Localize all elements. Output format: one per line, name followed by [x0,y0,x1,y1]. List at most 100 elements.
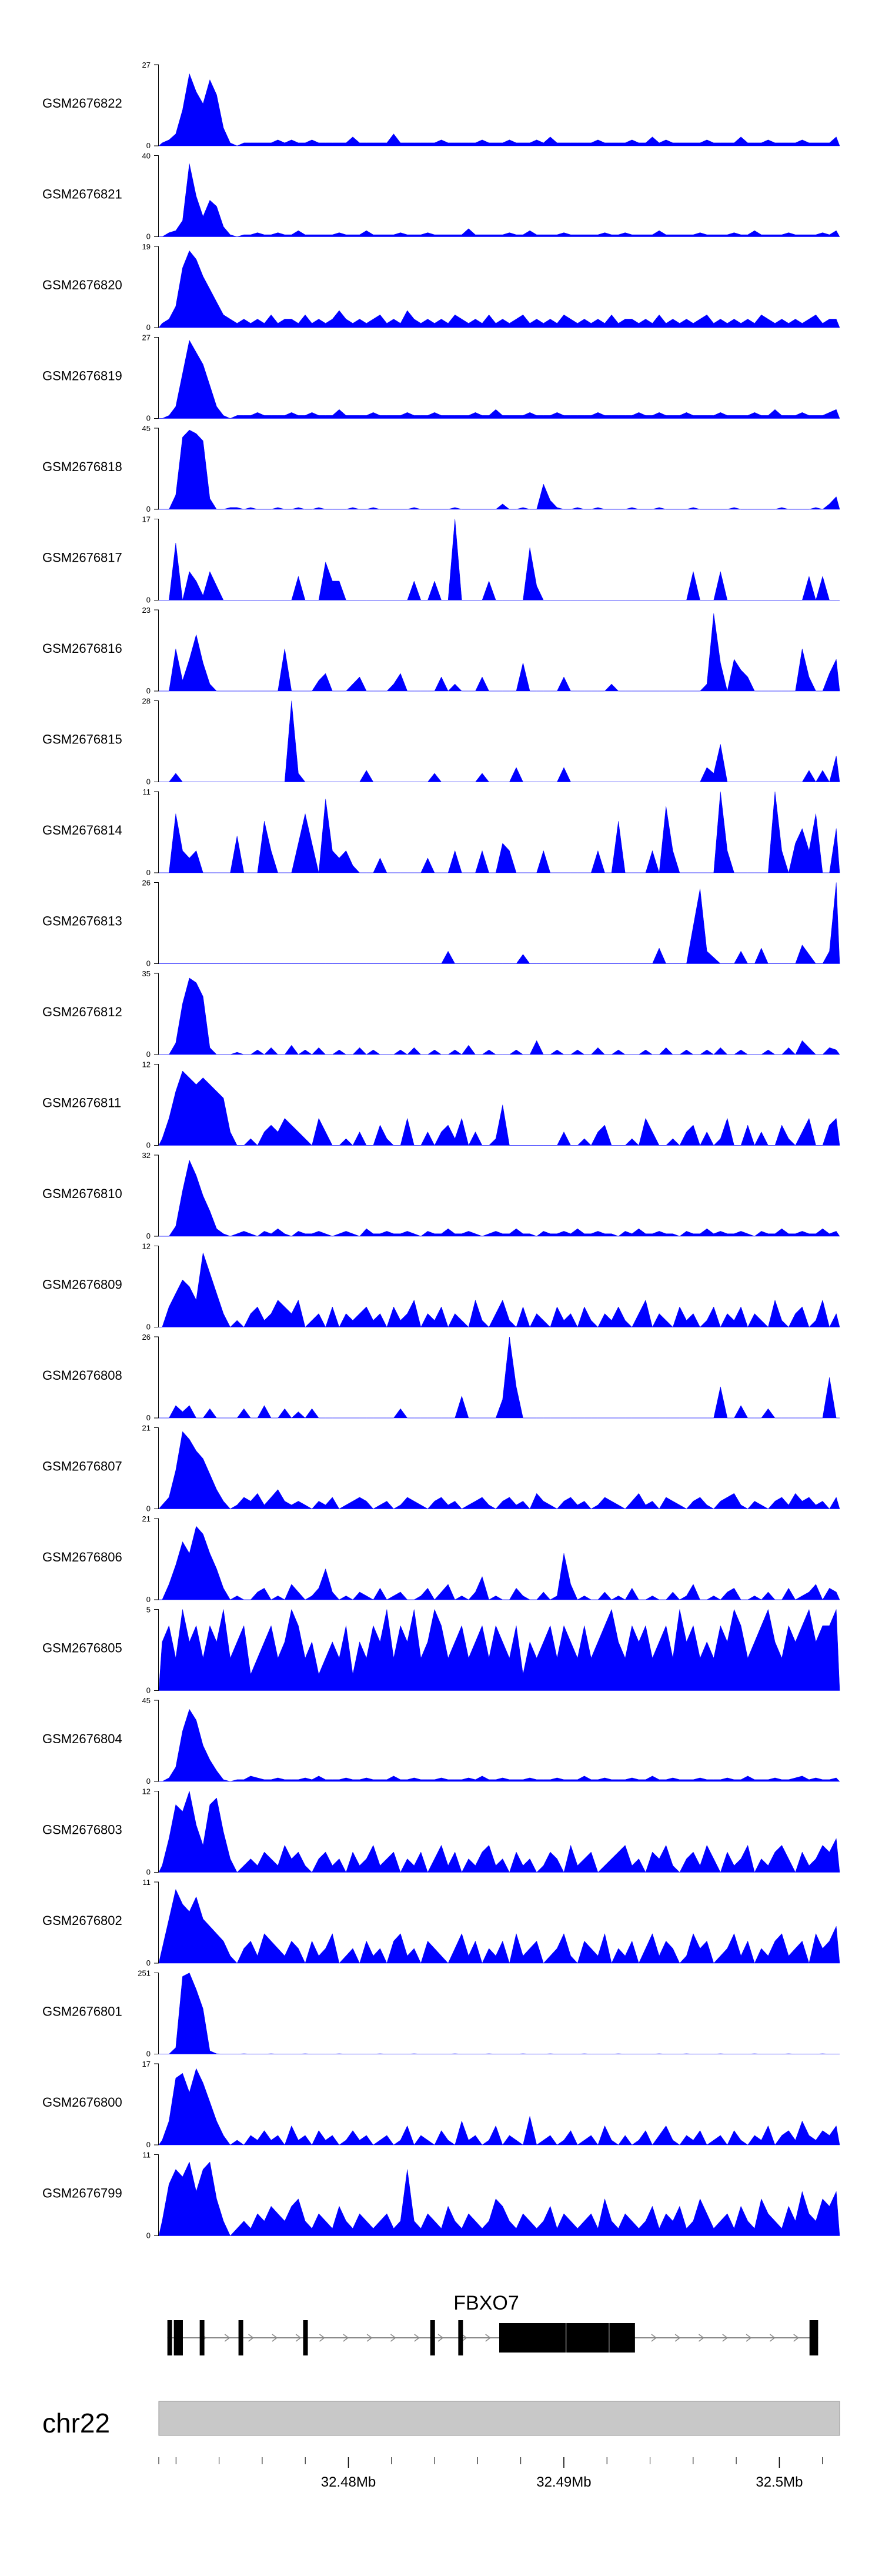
track-ymax-label: 23 [142,606,151,615]
track-ymin-label: 0 [146,1323,151,1332]
track-ymin-label: 0 [146,1686,151,1695]
strand-arrow [319,2334,325,2342]
track-GSM2676800: GSM2676800 17 0 [42,2060,840,2149]
track-ymin-label: 0 [146,1595,151,1604]
coverage-area [159,1336,840,1419]
exon [173,2320,179,2355]
track-ymin-label: 0 [146,1232,151,1240]
track-label: GSM2676821 [42,187,122,202]
strand-arrow [295,2334,302,2342]
track-ymin-label: 0 [146,505,151,513]
track-ymax-label: 11 [143,1878,151,1887]
track-GSM2676805: GSM2676805 5 0 [42,1606,840,1695]
coverage-area [159,1709,840,1782]
track-GSM2676821: GSM2676821 40 0 [42,152,840,241]
coverage-area [159,163,840,237]
track-ymax-label: 35 [142,969,151,978]
track-ymax-label: 12 [142,1787,151,1796]
track-label: GSM2676814 [42,823,122,837]
track-ymin-label: 0 [146,2050,151,2058]
strand-arrow [651,2334,657,2342]
track-GSM2676810: GSM2676810 32 0 [42,1151,840,1240]
track-GSM2676817: GSM2676817 17 0 [42,515,840,605]
coverage-area [158,2068,840,2145]
genome-axis: 32.48Mb 32.49Mb 32.5Mb [158,2457,823,2490]
track-ymin-label: 0 [146,596,151,605]
track-ymax-label: 40 [142,152,151,161]
track-ymax-label: 45 [142,424,151,433]
coverage-area [158,2161,840,2236]
axis-tick-label: 32.49Mb [536,2474,591,2490]
track-GSM2676804: GSM2676804 45 0 [42,1696,840,1786]
track-ymin-label: 0 [146,2140,151,2149]
axis-tick-label: 32.5Mb [756,2474,803,2490]
track-ymin-label: 0 [146,959,151,968]
track-GSM2676811: GSM2676811 12 0 [42,1060,840,1150]
chromosome-label: chr22 [42,2408,110,2438]
strand-arrow [272,2334,278,2342]
track-ymax-label: 17 [142,515,151,524]
strand-arrow [674,2334,681,2342]
coverage-area [159,519,840,601]
track-ymin-label: 0 [146,2231,151,2240]
track-ymax-label: 27 [142,333,151,342]
track-GSM2676822: GSM2676822 27 0 [42,61,840,150]
track-label: GSM2676822 [42,96,122,111]
track-GSM2676818: GSM2676818 45 0 [42,424,840,513]
track-ymax-label: 21 [142,1424,151,1433]
coverage-area [159,1973,840,2054]
track-label: GSM2676811 [42,1096,121,1110]
track-ymin-label: 0 [146,686,151,695]
track-GSM2676820: GSM2676820 19 0 [42,242,840,332]
coverage-area [159,429,840,510]
coverage-area [158,73,840,146]
strand-arrow [343,2334,349,2342]
track-GSM2676803: GSM2676803 12 0 [42,1787,840,1877]
chromosome-ideogram [158,2401,840,2436]
track-ymax-label: 5 [146,1606,151,1614]
track-label: GSM2676800 [42,2095,122,2110]
track-label: GSM2676805 [42,1641,122,1656]
coverage-area [159,882,840,964]
track-ymin-label: 0 [146,1050,151,1059]
track-label: GSM2676816 [42,641,122,656]
strand-arrow [746,2334,752,2342]
track-ymin-label: 0 [146,778,151,786]
exon [809,2320,818,2355]
track-GSM2676808: GSM2676808 26 0 [42,1333,840,1422]
track-GSM2676815: GSM2676815 28 0 [42,697,840,786]
track-GSM2676809: GSM2676809 12 0 [42,1242,840,1332]
strand-arrow [414,2334,420,2342]
coverage-area [158,250,840,328]
track-ymin-label: 0 [146,1504,151,1513]
track-ymin-label: 0 [146,1141,151,1150]
track-ymax-label: 28 [142,697,151,706]
track-GSM2676801: GSM2676801 251 0 [42,1969,840,2058]
exon [303,2320,308,2355]
track-label: GSM2676812 [42,1005,122,1019]
exon [178,2320,183,2355]
track-ymax-label: 17 [142,2060,151,2068]
coverage-area [159,1252,840,1328]
track-ymin-label: 0 [146,868,151,877]
gene-label: FBXO7 [453,2292,519,2314]
strand-arrow [437,2334,444,2342]
gene-exons [167,2320,818,2355]
track-ymin-label: 0 [146,141,151,150]
track-label: GSM2676804 [42,1731,122,1746]
track-ymin-label: 0 [146,323,151,332]
track-GSM2676819: GSM2676819 27 0 [42,333,840,423]
coverage-area [158,1609,840,1691]
axis-tick-label: 32.48Mb [321,2474,376,2490]
exon [199,2320,205,2355]
track-ymax-label: 19 [142,242,151,251]
track-label: GSM2676802 [42,1913,122,1928]
exon [458,2320,463,2355]
track-ymax-label: 12 [142,1060,151,1069]
track-GSM2676816: GSM2676816 23 0 [42,606,840,695]
exon [499,2323,635,2353]
exon [430,2320,435,2355]
track-ymax-label: 21 [142,1514,151,1523]
track-ymin-label: 0 [146,1958,151,1967]
